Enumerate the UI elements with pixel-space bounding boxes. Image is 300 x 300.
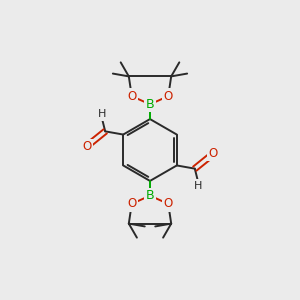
Text: O: O — [82, 140, 92, 153]
Text: O: O — [164, 197, 173, 210]
Text: B: B — [146, 189, 154, 202]
Text: O: O — [127, 197, 136, 210]
Text: O: O — [208, 147, 218, 160]
Text: H: H — [194, 181, 202, 191]
Text: H: H — [98, 109, 106, 119]
Text: B: B — [146, 98, 154, 111]
Text: O: O — [127, 90, 136, 103]
Text: O: O — [164, 90, 173, 103]
